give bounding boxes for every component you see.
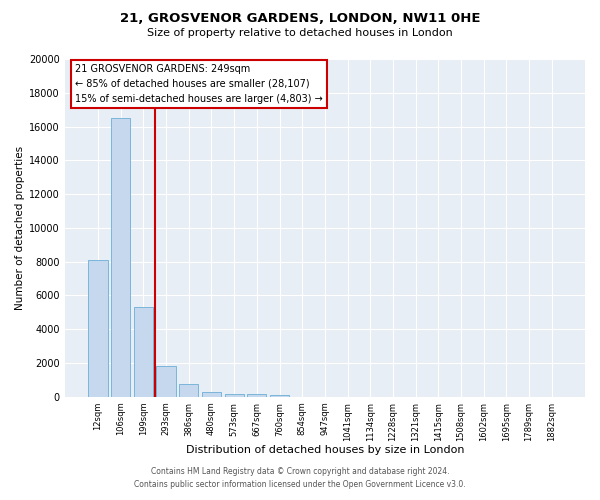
Bar (270, 394, 289, 397)
Bar (202, 392, 221, 397)
Text: 21 GROSVENOR GARDENS: 249sqm
← 85% of detached houses are smaller (28,107)
15% o: 21 GROSVENOR GARDENS: 249sqm ← 85% of de… (75, 64, 323, 104)
Text: Contains HM Land Registry data © Crown copyright and database right 2024.
Contai: Contains HM Land Registry data © Crown c… (134, 468, 466, 489)
Bar (224, 394, 244, 397)
X-axis label: Distribution of detached houses by size in London: Distribution of detached houses by size … (185, 445, 464, 455)
Bar (179, 384, 199, 397)
Bar (247, 394, 266, 397)
Bar (88, 260, 108, 397)
Bar (134, 308, 153, 397)
Bar (111, 118, 130, 397)
Text: Size of property relative to detached houses in London: Size of property relative to detached ho… (147, 28, 453, 38)
Bar (157, 366, 176, 397)
Y-axis label: Number of detached properties: Number of detached properties (15, 146, 25, 310)
Text: 21, GROSVENOR GARDENS, LONDON, NW11 0HE: 21, GROSVENOR GARDENS, LONDON, NW11 0HE (120, 12, 480, 26)
